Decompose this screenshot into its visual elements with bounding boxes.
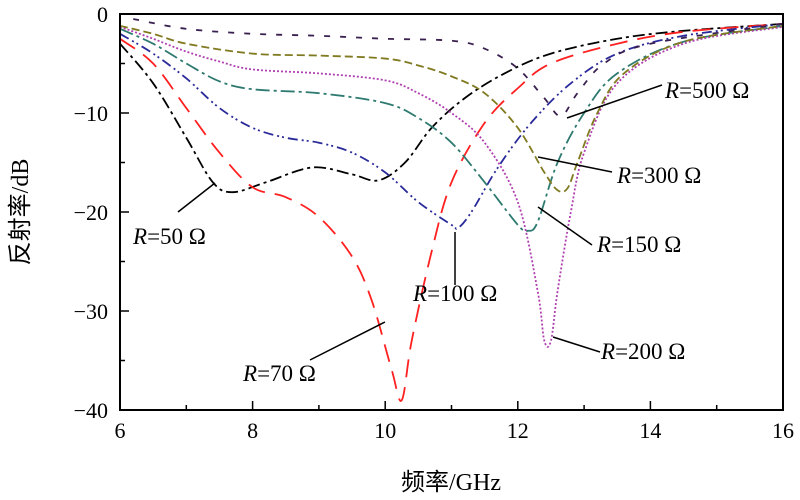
series-annotation: R=100 Ω [412, 281, 497, 306]
annotation-leader [177, 182, 216, 213]
series-annotation: R=300 Ω [616, 163, 701, 188]
series-line-300 [119, 24, 784, 193]
annotation-value: =50 Ω [147, 224, 206, 249]
series-annotation: R=500 Ω [664, 78, 749, 103]
y-tick-label: 0 [97, 2, 108, 27]
annotation-value: =100 Ω [427, 281, 497, 306]
annotation-value: =200 Ω [615, 339, 685, 364]
series-line-150 [119, 24, 784, 233]
annotation-leader [552, 336, 601, 353]
series-line-70 [119, 23, 784, 402]
annotation-leader [309, 321, 386, 361]
series-annotation: R=70 Ω [242, 361, 316, 386]
tick-layer: 6 8 10 12 14 16 0 −10 −20 −30 −40 [74, 2, 794, 443]
y-tick-label: −10 [74, 101, 108, 126]
y-axis-title: 反射率/dB [7, 159, 34, 266]
series-annotation: R=150 Ω [596, 232, 681, 257]
x-tick-label: 10 [374, 418, 396, 443]
annotation-prefix: R [596, 232, 611, 257]
x-tick-label: 12 [507, 418, 529, 443]
annotation-prefix: R [600, 339, 615, 364]
x-tick-label: 6 [115, 418, 126, 443]
x-tick-label: 8 [247, 418, 258, 443]
annotation-prefix: R [132, 224, 147, 249]
annotation-value: =70 Ω [257, 361, 316, 386]
annotation-prefix: R [412, 281, 427, 306]
series-line-50 [119, 23, 784, 194]
series-layer [119, 18, 784, 402]
annotation-prefix: R [242, 361, 257, 386]
annotation-prefix: R [664, 78, 679, 103]
series-line-100 [119, 23, 784, 230]
x-tick-label: 16 [772, 418, 794, 443]
annotation-value: =150 Ω [611, 232, 681, 257]
y-tick-label: −40 [74, 398, 108, 423]
annotation-leader [537, 206, 593, 246]
series-annotation: R=200 Ω [600, 339, 685, 364]
annotation-prefix: R [616, 163, 631, 188]
annotation-value: =500 Ω [679, 78, 749, 103]
y-tick-label: −30 [74, 299, 108, 324]
series-annotation: R=50 Ω [132, 224, 206, 249]
x-axis-title: 频率/GHz [401, 469, 501, 496]
y-tick-label: −20 [74, 200, 108, 225]
annotation-value: =300 Ω [631, 163, 701, 188]
annotation-leader [537, 156, 613, 173]
annotation-layer: R=50 ΩR=70 ΩR=100 ΩR=150 ΩR=200 ΩR=300 Ω… [132, 78, 749, 386]
series-line-500 [133, 18, 784, 117]
annotation-leader [566, 84, 663, 119]
x-tick-label: 14 [639, 418, 661, 443]
